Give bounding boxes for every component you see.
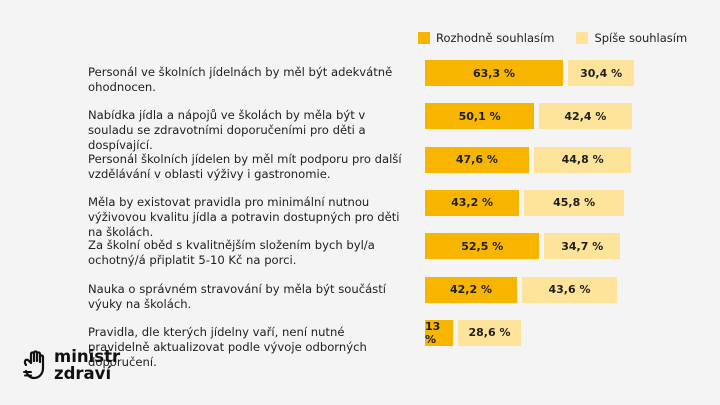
chart-row: Pravidla, dle kterých jídelny vaří, není… [0, 319, 720, 369]
bar-spise-souhlasim: 42,4 % [539, 103, 632, 130]
category-label: Nabídka jídla a nápojů ve školách by měl… [88, 108, 366, 153]
data-label-spise: 30,4 % [580, 66, 623, 80]
chart-row: Personál školních jídelen by měl mít pod… [0, 146, 720, 187]
data-label-rozhodne: 50,1 % [458, 109, 501, 123]
bar-rozhodne-souhlasim: 63,3 % [425, 60, 563, 86]
chart-row: Nabídka jídla a nápojů ve školách by měl… [0, 103, 720, 152]
legend-label-spise: Spíše souhlasím [594, 31, 688, 45]
logo-text: ministr zdraví [54, 348, 120, 382]
legend-label-rozhodne: Rozhodně souhlasím [436, 31, 555, 45]
chart-row: Nauka o správném stravování by měla být … [0, 276, 720, 317]
ministr-zdravi-logo: ministr zdraví [22, 348, 120, 382]
bar-rozhodne-souhlasim: 43,2 % [425, 189, 520, 216]
category-label: Za školní oběd s kvalitnějším složením b… [88, 238, 375, 268]
chart-row: Za školní oběd s kvalitnějším složením b… [0, 233, 720, 273]
legend-swatch-spise [576, 32, 589, 44]
category-label: Měla by existovat pravidla pro minimální… [88, 194, 400, 239]
bar-rozhodne-souhlasim: 52,5 % [425, 233, 540, 260]
data-label-spise: 28,6 % [468, 326, 511, 340]
data-label-rozhodne: 42,2 % [449, 283, 492, 296]
data-label-spise: 45,8 % [553, 196, 596, 210]
bar-spise-souhlasim: 45,8 % [524, 189, 625, 216]
bar-rozhodne-souhlasim: 47,6 % [425, 146, 529, 173]
data-label-rozhodne: 43,2 % [451, 196, 494, 210]
category-label: Personál školních jídelen by měl mít pod… [88, 151, 402, 181]
logo-line-1: ministr [54, 347, 121, 366]
hand-icon [23, 350, 45, 380]
data-label-rozhodne: 52,5 % [461, 239, 504, 253]
data-label-rozhodne: 63,3 % [472, 66, 515, 80]
legend-swatch-rozhodne [418, 32, 430, 44]
data-label-spise: 34,7 % [561, 239, 604, 253]
bar-spise-souhlasim: 30,4 % [567, 60, 635, 86]
bar-rozhodne-souhlasim: 13 % [425, 319, 454, 346]
logo-line-2: zdraví [54, 364, 112, 383]
data-label-spise: 43,6 % [548, 283, 591, 296]
legend-item-rozhodne: Rozhodně souhlasím [418, 31, 554, 45]
bar-rozhodne-souhlasim: 50,1 % [425, 103, 535, 130]
chart-row: Měla by existovat pravidla pro minimální… [0, 189, 720, 239]
category-label: Nauka o správném stravování by měla být … [88, 281, 386, 311]
category-label: Personál ve školních jídelnách by měl bý… [88, 65, 393, 94]
bar-rozhodne-souhlasim: 42,2 % [425, 276, 517, 303]
legend-item-spise: Spíše souhlasím [576, 31, 687, 45]
bar-spise-souhlasim: 43,6 % [521, 276, 618, 303]
data-label-rozhodne: 47,6 % [455, 153, 498, 167]
bar-spise-souhlasim: 28,6 % [458, 319, 521, 346]
bar-spise-souhlasim: 34,7 % [544, 233, 621, 260]
bar-spise-souhlasim: 44,8 % [533, 146, 632, 173]
category-label: Pravidla, dle kterých jídelny vaří, není… [88, 324, 367, 369]
data-label-rozhodne: 13 % [425, 319, 441, 346]
data-label-spise: 42,4 % [564, 109, 607, 123]
chart-row: Personál ve školních jídelnách by měl bý… [0, 60, 720, 100]
data-label-spise: 44,8 % [561, 153, 604, 167]
legend: Rozhodně souhlasím Spíše souhlasím [418, 31, 709, 45]
